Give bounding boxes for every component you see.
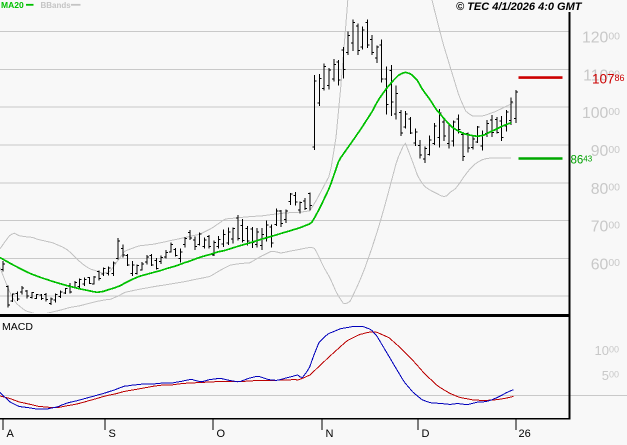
svg-text:N: N xyxy=(326,428,334,440)
svg-text:D: D xyxy=(422,428,430,440)
svg-text:MACD: MACD xyxy=(2,321,33,333)
svg-text:6000: 6000 xyxy=(591,256,620,273)
svg-text:MA20: MA20 xyxy=(1,0,24,10)
svg-text:7000: 7000 xyxy=(591,219,620,236)
svg-text:11000: 11000 xyxy=(583,68,620,85)
svg-text:26: 26 xyxy=(519,428,531,440)
svg-text:10000: 10000 xyxy=(582,105,620,122)
svg-text:S: S xyxy=(109,428,116,440)
svg-text:O: O xyxy=(217,428,226,440)
svg-text:BBands: BBands xyxy=(41,1,72,10)
svg-text:500: 500 xyxy=(602,368,619,383)
svg-text:© TEC 4/1/2026 4:0 GMT: © TEC 4/1/2026 4:0 GMT xyxy=(456,1,583,13)
svg-text:8000: 8000 xyxy=(591,181,620,198)
svg-text:12000: 12000 xyxy=(582,30,620,47)
svg-text:1000: 1000 xyxy=(595,343,619,358)
svg-text:10786: 10786 xyxy=(592,71,625,86)
svg-text:9000: 9000 xyxy=(591,143,620,160)
svg-text:A: A xyxy=(7,428,15,440)
